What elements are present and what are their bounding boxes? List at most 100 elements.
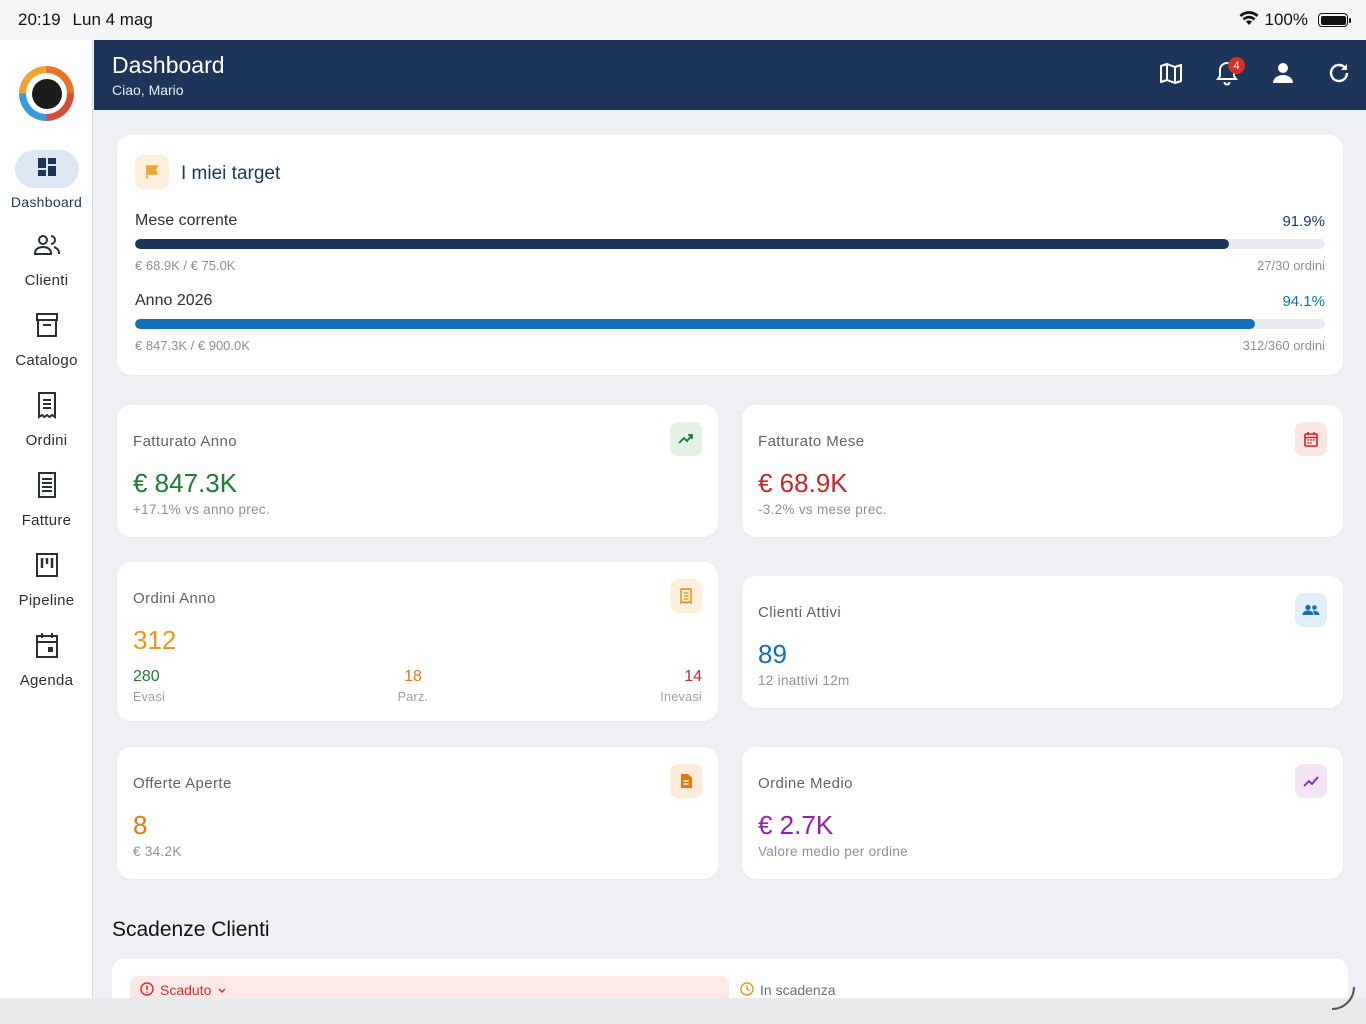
- orders-fulfilled-label: Evasi: [133, 690, 166, 704]
- orders-unfulfilled-label: Inevasi: [660, 690, 702, 704]
- tab-overdue-label: Scaduto: [160, 982, 212, 998]
- kpi-subtext: Valore medio per ordine: [758, 844, 908, 859]
- kpi-label: Fatturato Mese: [758, 433, 865, 450]
- orders-fulfilled-count: 280: [133, 668, 160, 685]
- battery-icon: [1318, 13, 1351, 27]
- calendar-icon: [1295, 422, 1327, 456]
- targets-card: I miei target Mese corrente 91.9% € 68.9…: [117, 135, 1343, 375]
- orders-partial-count: 18: [404, 668, 422, 685]
- sidebar-item-dashboard[interactable]: Dashboard: [0, 150, 93, 210]
- kpi-label: Offerte Aperte: [133, 775, 232, 792]
- trending-up-icon: [1295, 764, 1327, 798]
- kpi-clienti-attivi[interactable]: Clienti Attivi 89 12 inattivi 12m: [742, 576, 1343, 708]
- sidebar-item-label: Agenda: [19, 672, 74, 689]
- sidebar-item-agenda[interactable]: Agenda: [0, 628, 93, 689]
- flag-icon: [135, 155, 169, 189]
- kpi-fatturato-anno[interactable]: Fatturato Anno € 847.3K +17.1% vs anno p…: [117, 405, 718, 537]
- kanban-icon: [35, 552, 59, 583]
- kpi-label: Ordine Medio: [758, 775, 853, 792]
- tab-due-soon[interactable]: In scadenza: [740, 976, 836, 1004]
- kpi-subtext: € 34.2K: [133, 844, 182, 859]
- invoice-icon: [36, 471, 58, 504]
- people-icon: [1295, 593, 1327, 627]
- orders-partial: 18 Parz.: [393, 668, 433, 704]
- kpi-ordini-anno[interactable]: Ordini Anno 312 280 Evasi 18 Parz. 14 In…: [117, 562, 718, 721]
- kpi-value: € 68.9K: [758, 468, 848, 498]
- year-target-label: Anno 2026: [135, 292, 213, 309]
- kpi-ordine-medio[interactable]: Ordine Medio € 2.7K Valore medio per ord…: [742, 747, 1343, 879]
- month-target-label: Mese corrente: [135, 212, 238, 229]
- kpi-value: 89: [758, 639, 787, 669]
- notification-badge: 4: [1228, 57, 1245, 74]
- kpi-value: 312: [133, 625, 177, 655]
- person-icon: [1271, 61, 1295, 90]
- month-target-orders: 27/30 ordini: [1257, 258, 1325, 273]
- status-time: 20:19: [18, 10, 61, 29]
- sidebar-item-fatture[interactable]: Fatture: [0, 468, 93, 529]
- dashboard-icon: [35, 155, 59, 184]
- sidebar: Dashboard Clienti Catalogo Ordini Fattur…: [0, 40, 93, 1000]
- loading-spinner-icon: [1328, 983, 1358, 1018]
- month-target-percent: 91.9%: [1282, 213, 1325, 230]
- people-icon: [33, 234, 60, 261]
- sidebar-item-clienti[interactable]: Clienti: [0, 228, 93, 289]
- tab-due-soon-label: In scadenza: [760, 982, 836, 998]
- notifications-button[interactable]: 4: [1214, 57, 1245, 88]
- kpi-value: € 2.7K: [758, 810, 834, 840]
- sidebar-item-label: Fatture: [21, 512, 72, 529]
- kpi-fatturato-mese[interactable]: Fatturato Mese € 68.9K -3.2% vs mese pre…: [742, 405, 1343, 537]
- targets-title: I miei target: [181, 163, 281, 184]
- archive-icon: [35, 312, 59, 343]
- battery-percent: 100%: [1264, 10, 1308, 29]
- status-bar: 20:19 Lun 4 mag 100%: [0, 0, 1366, 40]
- receipt-icon: [670, 579, 702, 613]
- section-title-scadenze: Scadenze Clienti: [112, 918, 270, 941]
- document-icon: [670, 764, 702, 798]
- page-title: Dashboard: [112, 52, 225, 78]
- year-progress-bar: [135, 319, 1325, 329]
- greeting: Ciao, Mario: [112, 82, 184, 98]
- kpi-offerte-aperte[interactable]: Offerte Aperte 8 € 34.2K: [117, 747, 718, 879]
- year-target-percent: 94.1%: [1282, 293, 1325, 310]
- sidebar-item-label: Dashboard: [10, 194, 83, 210]
- sidebar-item-ordini[interactable]: Ordini: [0, 388, 93, 449]
- refresh-icon: [1327, 61, 1351, 90]
- kpi-subtext: 12 inattivi 12m: [758, 673, 850, 688]
- orders-unfulfilled-count: 14: [684, 668, 702, 685]
- orders-fulfilled: 280 Evasi: [133, 668, 165, 704]
- kpi-value: € 847.3K: [133, 468, 238, 498]
- receipt-icon: [36, 391, 58, 424]
- status-date: Lun 4 mag: [72, 10, 153, 29]
- trending-up-icon: [670, 422, 702, 456]
- orders-unfulfilled: 14 Inevasi: [660, 668, 702, 704]
- map-icon: [1159, 61, 1183, 90]
- refresh-button[interactable]: [1326, 62, 1352, 88]
- kpi-subtext: -3.2% vs mese prec.: [758, 502, 887, 517]
- orders-partial-label: Parz.: [397, 690, 429, 704]
- month-progress-bar: [135, 239, 1325, 249]
- calendar-icon: [35, 631, 59, 664]
- home-indicator-area: [0, 986, 1366, 1024]
- clock-icon: [740, 981, 754, 999]
- kpi-label: Clienti Attivi: [758, 604, 842, 621]
- map-button[interactable]: [1158, 62, 1184, 88]
- app-logo[interactable]: [19, 66, 74, 121]
- sidebar-item-catalogo[interactable]: Catalogo: [0, 308, 93, 369]
- kpi-label: Fatturato Anno: [133, 433, 238, 450]
- wifi-icon: [1239, 10, 1259, 31]
- chevron-down-icon: [217, 982, 227, 998]
- sidebar-item-label: Ordini: [25, 432, 68, 449]
- sidebar-item-label: Clienti: [24, 272, 69, 289]
- year-target-amount: € 847.3K / € 900.0K: [135, 338, 250, 353]
- sidebar-item-label: Pipeline: [18, 592, 75, 609]
- sidebar-item-pipeline[interactable]: Pipeline: [0, 548, 93, 609]
- profile-button[interactable]: [1270, 62, 1296, 88]
- month-target-amount: € 68.9K / € 75.0K: [135, 258, 236, 273]
- app-header: Dashboard Ciao, Mario 4: [94, 40, 1366, 110]
- sidebar-item-label: Catalogo: [15, 352, 78, 369]
- alert-icon: [140, 981, 154, 999]
- kpi-label: Ordini Anno: [133, 590, 216, 607]
- kpi-value: 8: [133, 810, 148, 840]
- kpi-subtext: +17.1% vs anno prec.: [133, 502, 270, 517]
- year-target-orders: 312/360 ordini: [1242, 338, 1325, 353]
